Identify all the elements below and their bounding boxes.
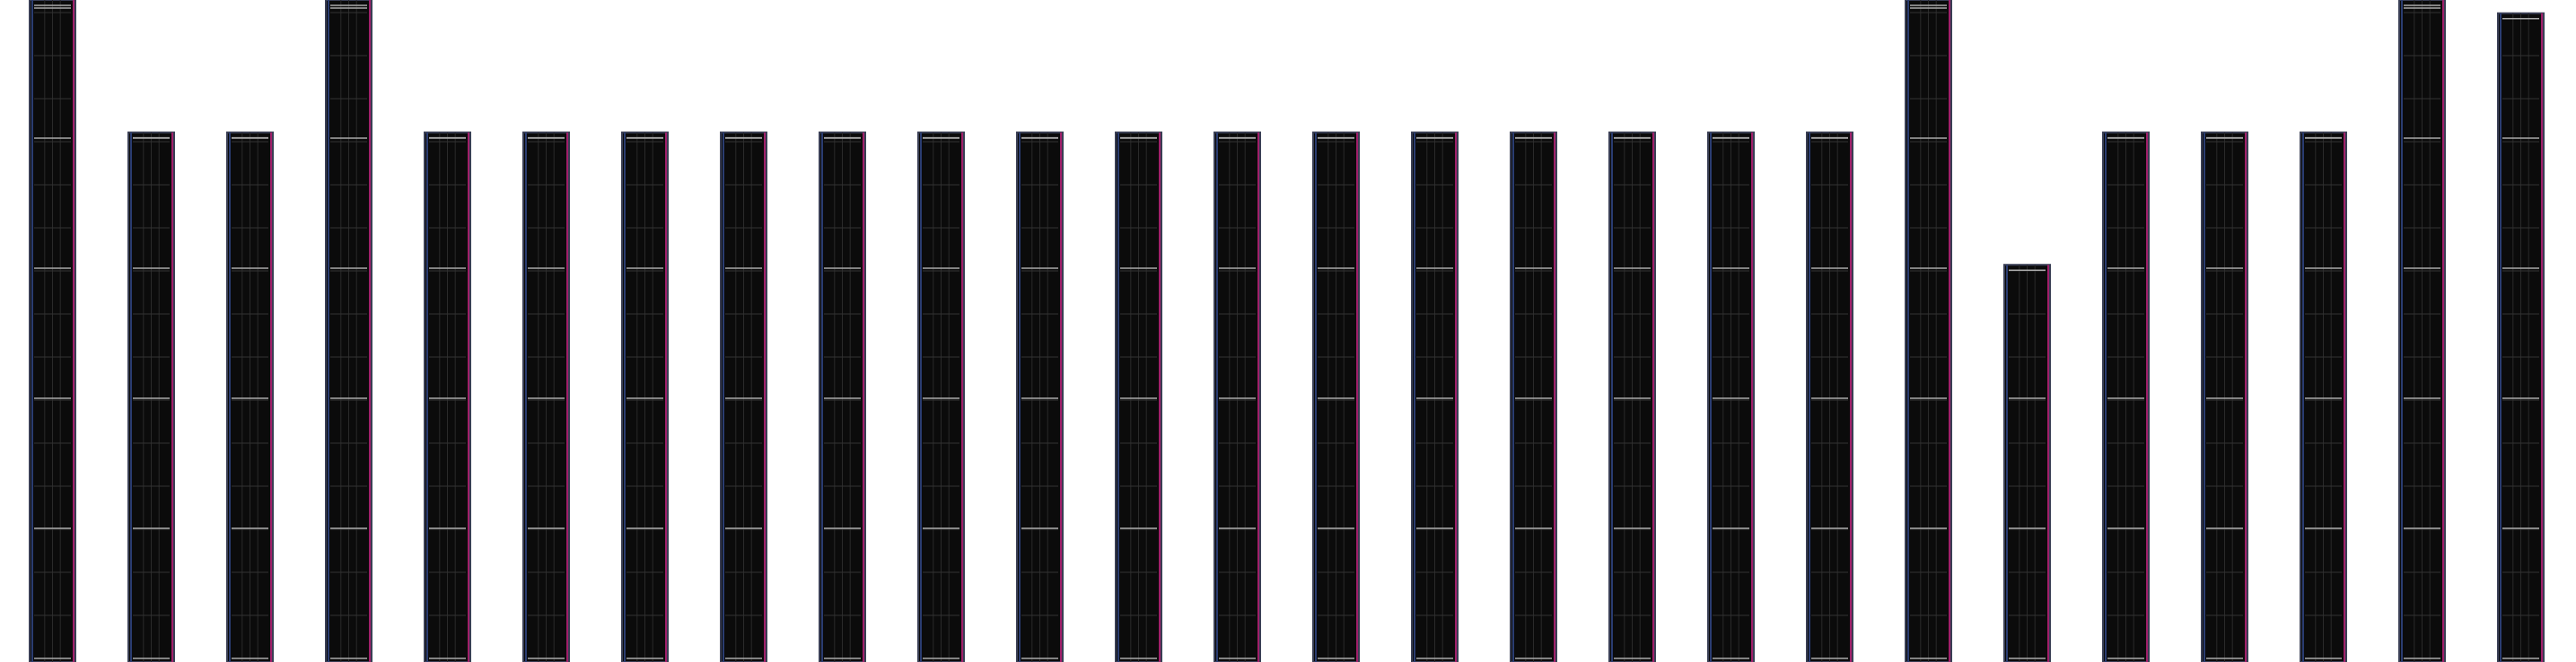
page: (() => { const data = JSON.parse(documen… (29, 0, 2545, 662)
chart (29, 0, 2545, 662)
